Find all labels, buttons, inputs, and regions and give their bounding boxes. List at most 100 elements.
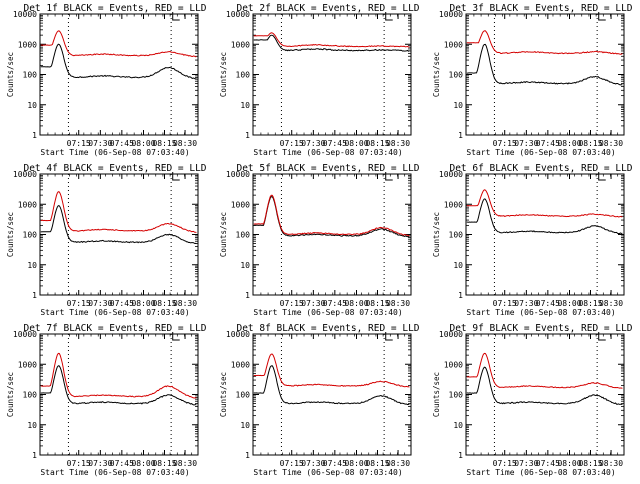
series-events-line [40,365,197,406]
detector-panel-5: Det 5f BLACK = Events, RED = LLD 1 10 100 10… [219,163,420,317]
x-axis-label: Start Time (06-Sep-08 07:03:40) [40,468,189,477]
x-tick-label: 08:15 [152,139,176,148]
x-tick-label: 07:45 [323,459,347,468]
x-tick-label: 07:30 [514,139,538,148]
y-tick-label: 10000 [226,330,250,339]
x-tick-label: 07:45 [323,299,347,308]
y-tick-label: 1000 [18,360,37,369]
x-tick-label: 08:00 [344,299,368,308]
series-lld-line [253,353,410,388]
x-tick-label: 08:30 [386,459,410,468]
x-tick-label: 07:15 [67,299,91,308]
y-tick-label: 10000 [13,330,37,339]
x-tick-label: 08:00 [557,139,581,148]
y-tick-label: 1000 [444,360,463,369]
plot-frame [252,333,412,456]
x-tick-label: 08:15 [578,459,602,468]
x-tick-label: 08:15 [152,459,176,468]
corner-bracket-icon [598,12,606,21]
y-axis-label: Counts/sec [6,52,15,97]
series-events-line [40,43,197,80]
x-tick-label: 08:15 [152,299,176,308]
y-tick-label: 100 [236,231,251,240]
y-tick-label: 1000 [18,200,37,209]
chart-title: Det 8f BLACK = Events, RED = LLD [236,323,419,334]
x-tick-label: 07:45 [536,299,560,308]
x-tick-label: 08:00 [557,459,581,468]
series-events-line [466,43,623,86]
corner-bracket-icon [598,332,606,341]
plot-frame [465,173,625,296]
y-tick-label: 10 [27,101,37,110]
x-tick-label: 08:30 [599,139,623,148]
x-tick-label: 08:30 [386,299,410,308]
y-tick-label: 1 [458,291,463,300]
y-tick-label: 10000 [13,10,37,19]
series-lld-line [40,30,197,58]
chart-title: Det 7f BLACK = Events, RED = LLD [23,323,206,334]
x-tick-label: 08:30 [173,299,197,308]
x-tick-label: 07:15 [67,139,91,148]
detector-panel-9: Det 9f BLACK = Events, RED = LLD 1 10 100 10… [432,323,633,477]
y-tick-label: 10 [240,101,250,110]
y-axis-label: Counts/sec [219,372,228,417]
y-tick-label: 100 [449,71,464,80]
plot-frame [465,13,625,136]
series-lld-line [466,189,623,218]
x-tick-label: 08:00 [344,459,368,468]
series-events-line [466,198,623,235]
y-tick-label: 1000 [444,200,463,209]
corner-bracket-icon [385,172,393,181]
y-tick-label: 10 [27,421,37,430]
y-tick-label: 1000 [18,40,37,49]
y-tick-label: 1000 [231,360,250,369]
detector-panel-1: Det 1f BLACK = Events, RED = LLD 1 10 100 10… [6,3,207,157]
y-tick-label: 10000 [439,10,463,19]
y-tick-label: 1000 [231,200,250,209]
y-tick-label: 1000 [444,40,463,49]
y-tick-label: 1 [32,451,37,460]
detector-panel-4: Det 4f BLACK = Events, RED = LLD 1 10 100 10… [6,163,207,317]
y-tick-label: 100 [449,391,464,400]
y-tick-label: 1 [458,451,463,460]
detector-panel-8: Det 8f BLACK = Events, RED = LLD 1 10 100 10… [219,323,420,477]
x-tick-label: 07:15 [280,459,304,468]
x-tick-label: 08:15 [578,299,602,308]
y-tick-label: 10 [453,421,463,430]
y-axis-label: Counts/sec [6,372,15,417]
x-axis-label: Start Time (06-Sep-08 07:03:40) [40,148,189,157]
y-tick-label: 1 [32,131,37,140]
plot-frame [39,333,199,456]
y-axis-label: Counts/sec [219,212,228,257]
x-axis-label: Start Time (06-Sep-08 07:03:40) [466,468,615,477]
series-events-line [253,365,410,406]
x-tick-label: 07:15 [493,139,517,148]
y-tick-label: 10 [240,261,250,270]
series-events-line [253,34,410,52]
plot-frame [465,333,625,456]
x-tick-label: 08:30 [173,139,197,148]
x-axis-label: Start Time (06-Sep-08 07:03:40) [253,148,402,157]
series-events-line [466,366,623,406]
corner-bracket-icon [385,332,393,341]
corner-bracket-icon [172,172,180,181]
series-lld-line [40,191,197,233]
y-tick-label: 100 [236,391,251,400]
x-tick-label: 07:30 [301,139,325,148]
y-tick-label: 1 [458,131,463,140]
y-axis-label: Counts/sec [432,372,441,417]
y-axis-label: Counts/sec [219,52,228,97]
x-tick-label: 08:00 [557,299,581,308]
chart-title: Det 4f BLACK = Events, RED = LLD [23,163,206,174]
x-tick-label: 07:15 [280,299,304,308]
detector-panel-6: Det 6f BLACK = Events, RED = LLD 1 10 100 10… [432,163,633,317]
detector-panel-7: Det 7f BLACK = Events, RED = LLD 1 10 100 10… [6,323,207,477]
x-tick-label: 08:15 [365,139,389,148]
series-events-line [40,205,197,245]
x-tick-label: 08:30 [599,299,623,308]
y-tick-label: 10000 [226,170,250,179]
x-tick-label: 08:30 [386,139,410,148]
x-tick-label: 08:15 [365,299,389,308]
y-tick-label: 10 [240,421,250,430]
y-tick-label: 1000 [231,40,250,49]
